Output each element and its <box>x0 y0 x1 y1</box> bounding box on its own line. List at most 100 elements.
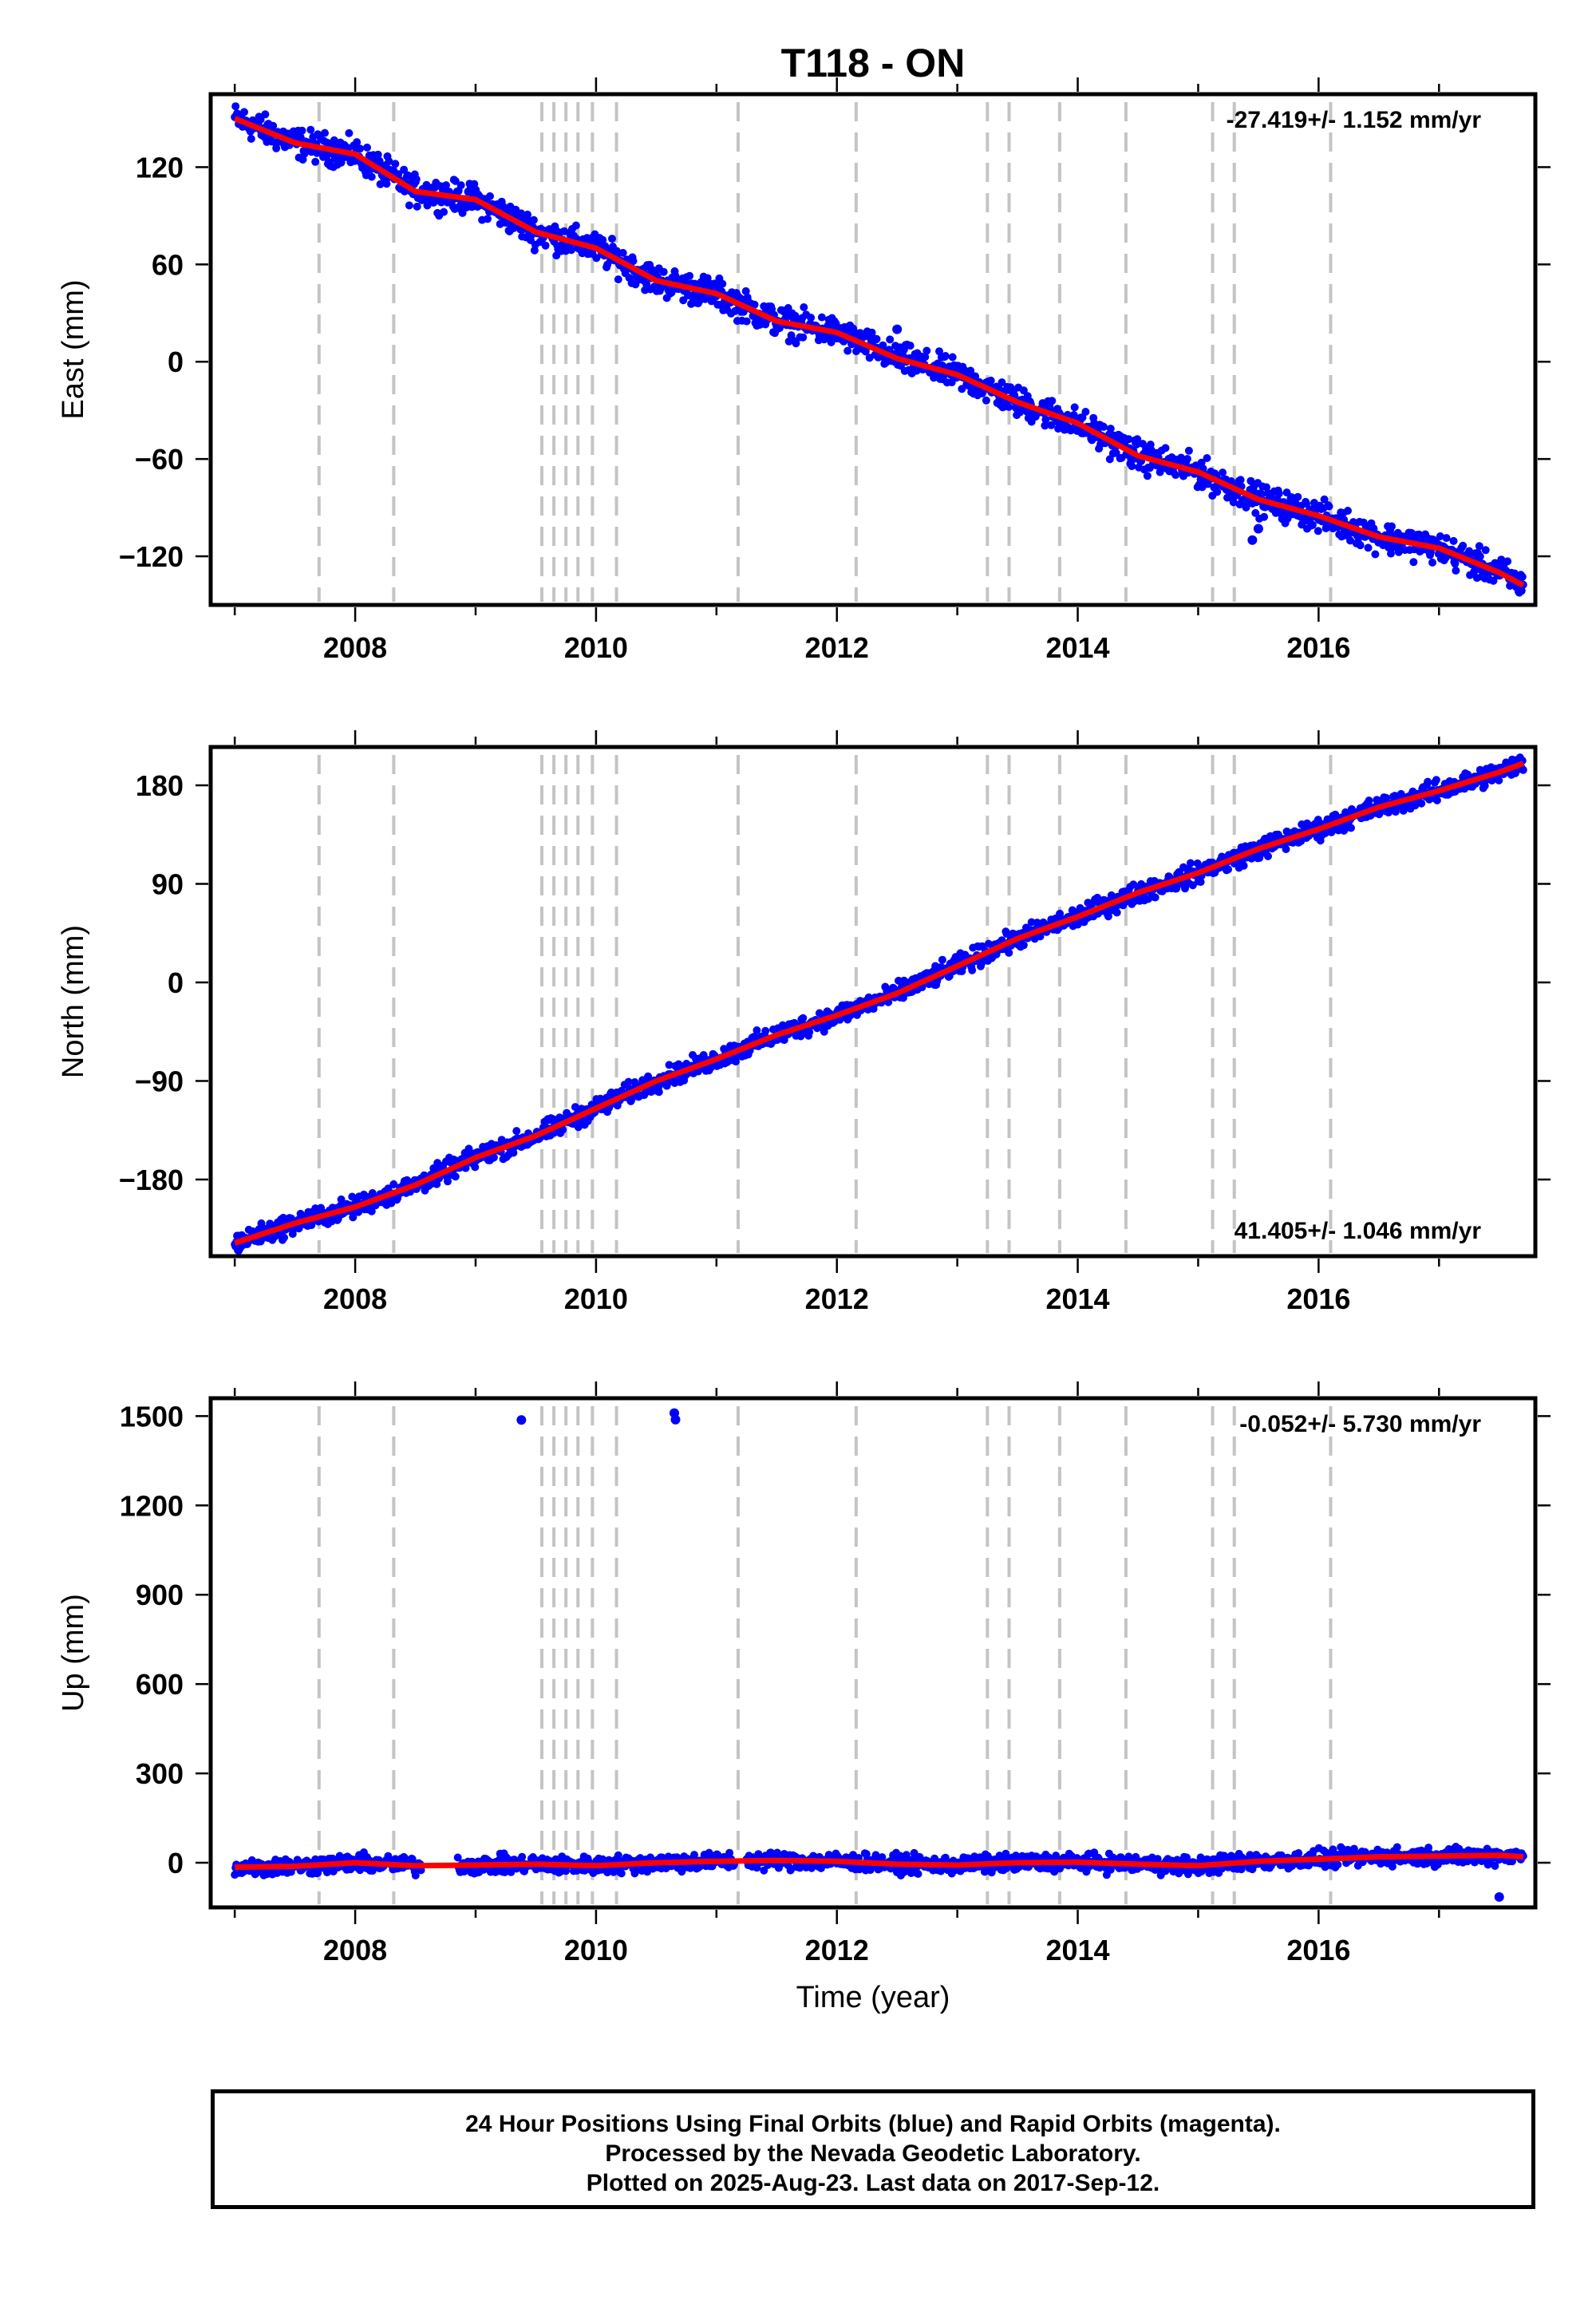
data-point <box>968 966 977 974</box>
data-point <box>799 333 808 342</box>
data-point <box>567 246 575 255</box>
data-point <box>1364 543 1373 552</box>
data-point <box>1424 777 1432 786</box>
data-point <box>1143 472 1152 480</box>
data-point <box>914 1870 922 1878</box>
data-point <box>1251 508 1260 517</box>
data-point <box>345 128 354 137</box>
data-point <box>349 1213 358 1222</box>
data-point <box>1365 796 1373 805</box>
data-point <box>725 1848 734 1857</box>
data-point <box>1436 532 1444 540</box>
data-point <box>742 317 751 326</box>
data-point <box>1314 816 1322 824</box>
data-point <box>1371 550 1380 559</box>
data-point <box>1325 502 1333 511</box>
data-point <box>363 143 371 152</box>
data-point <box>376 180 385 188</box>
data-point <box>422 180 431 189</box>
model-fit-line <box>234 761 1525 1246</box>
y-tick-label: 90 <box>152 868 184 901</box>
data-point <box>1081 408 1090 416</box>
data-point <box>659 267 668 276</box>
y-tick-label: 120 <box>136 151 184 184</box>
chart-title: T118 - ON <box>781 41 966 85</box>
x-tick-label: 2016 <box>1286 1282 1350 1315</box>
data-point <box>385 157 393 166</box>
data-point <box>629 257 638 265</box>
x-tick-label: 2008 <box>323 631 387 664</box>
data-point <box>879 341 887 350</box>
data-point <box>906 342 915 350</box>
data-point <box>382 180 391 188</box>
data-point <box>886 335 895 344</box>
data-point <box>373 150 382 159</box>
data-point <box>1196 878 1205 887</box>
data-point <box>1183 1853 1191 1862</box>
y-tick-label: 180 <box>136 769 184 802</box>
data-point <box>311 157 320 166</box>
data-point <box>1242 503 1250 512</box>
data-point <box>1128 462 1136 471</box>
data-point <box>322 1868 331 1877</box>
data-point <box>1100 422 1108 431</box>
data-point <box>1344 507 1352 515</box>
data-point <box>306 125 315 134</box>
data-point <box>805 1028 814 1037</box>
data-point <box>654 1088 663 1097</box>
data-point <box>671 271 680 280</box>
data-point <box>1452 567 1460 575</box>
data-point <box>1459 541 1468 550</box>
data-point <box>356 144 365 153</box>
data-point <box>1224 865 1232 874</box>
data-point <box>1409 558 1418 567</box>
data-point <box>1005 402 1013 411</box>
data-point <box>367 172 376 181</box>
x-tick-label: 2016 <box>1286 631 1350 664</box>
data-point <box>1153 1855 1162 1863</box>
data-point <box>1432 796 1441 804</box>
data-point <box>523 210 531 219</box>
data-point <box>966 366 975 375</box>
data-point <box>529 215 538 224</box>
data-point <box>1260 512 1269 521</box>
data-point <box>1041 421 1049 430</box>
data-point <box>948 353 957 362</box>
data-point <box>1183 455 1191 463</box>
outlier-point <box>1253 524 1263 534</box>
data-point <box>451 176 460 185</box>
data-point <box>400 165 409 174</box>
data-point <box>986 376 995 385</box>
data-point <box>1411 801 1420 810</box>
data-point <box>922 346 931 355</box>
data-point <box>1428 558 1436 567</box>
data-point <box>1019 386 1028 395</box>
data-point <box>440 207 448 216</box>
data-point <box>1236 476 1245 484</box>
data-point <box>1213 488 1222 496</box>
data-point <box>321 128 329 137</box>
data-point <box>753 1026 761 1034</box>
data-point <box>1475 542 1483 551</box>
data-point <box>1274 489 1283 498</box>
data-point <box>1002 930 1011 938</box>
data-point <box>761 1026 770 1035</box>
data-point <box>269 121 278 130</box>
data-point <box>608 235 616 243</box>
data-point <box>247 134 255 143</box>
data-point <box>1287 493 1296 501</box>
y-tick-label: −180 <box>119 1164 184 1196</box>
data-point <box>982 396 990 405</box>
data-point <box>484 215 492 223</box>
y-tick-label: −120 <box>119 540 184 573</box>
y-axis-label: East (mm) <box>57 279 90 419</box>
data-point <box>1388 1862 1396 1871</box>
data-point <box>353 138 361 147</box>
y-tick-label: 0 <box>168 966 184 999</box>
axes-frame <box>208 745 1538 1259</box>
data-point <box>1106 425 1115 433</box>
data-point <box>394 170 403 179</box>
data-point <box>413 202 421 211</box>
data-point <box>1387 549 1395 558</box>
